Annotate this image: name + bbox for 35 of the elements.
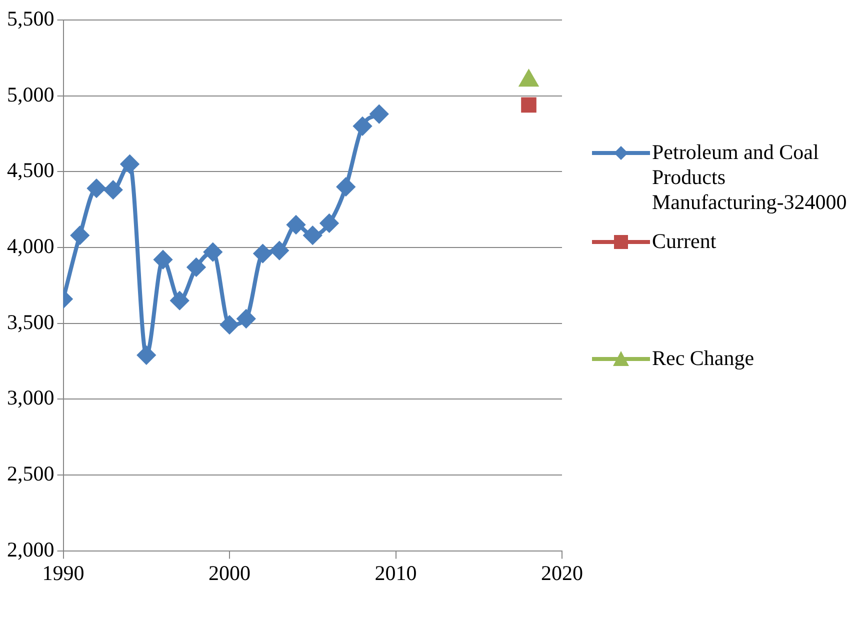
x-tick-label: 1990 [42, 560, 84, 585]
point [220, 316, 238, 334]
x-tick-label: 2010 [374, 560, 417, 585]
point [204, 243, 222, 262]
y-tick-label: 3,000 [7, 386, 54, 410]
point [254, 244, 272, 263]
point [154, 250, 172, 269]
point [104, 180, 122, 199]
point [187, 258, 206, 276]
y-tick-label: 4,500 [7, 158, 54, 182]
point [137, 346, 156, 364]
y-tick-label: 2,000 [7, 537, 54, 562]
y-tick-label: 4,000 [7, 234, 54, 258]
y-tick-label: 5,500 [7, 6, 54, 31]
point [320, 214, 338, 232]
point [120, 155, 139, 174]
point [370, 105, 388, 124]
x-tick-label: 2000 [208, 560, 250, 585]
y-tick-label: 2,500 [7, 461, 54, 486]
point [70, 226, 89, 244]
y-tick-label: 3,500 [7, 310, 54, 334]
legend-label: Rec Change [652, 346, 754, 371]
y-tick-label: 5,000 [7, 82, 54, 106]
legend-label: Current [652, 229, 716, 254]
point [354, 117, 372, 136]
point [170, 292, 189, 310]
point [88, 179, 106, 198]
x-tick-label: 2020 [541, 560, 583, 585]
legend-label: Petroleum and Coal Products Manufacturing-324000 [652, 140, 848, 215]
point [270, 242, 288, 260]
point [237, 310, 256, 328]
point [521, 97, 536, 113]
point [304, 226, 322, 244]
point [287, 216, 305, 234]
point [336, 178, 355, 196]
